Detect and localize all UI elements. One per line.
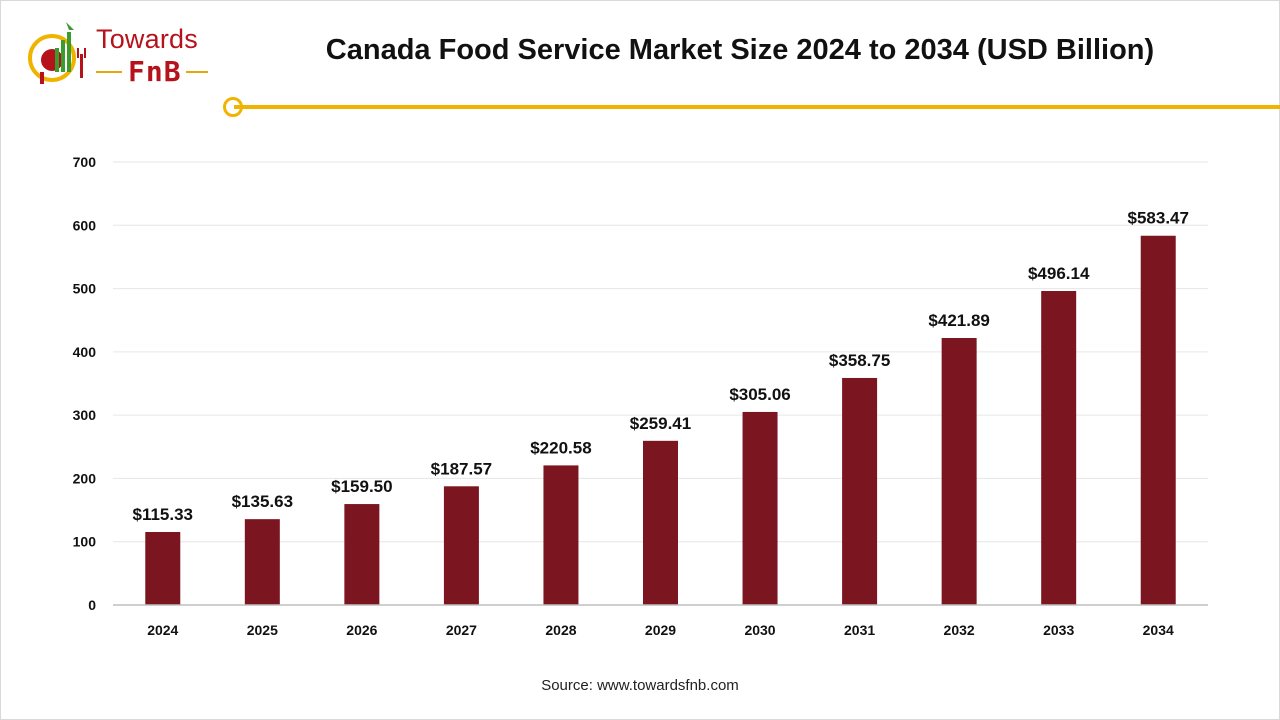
bar-2025: [244, 519, 280, 605]
data-label: $159.50: [331, 477, 392, 496]
x-tick-label: 2033: [1043, 622, 1074, 638]
y-tick-label: 700: [73, 154, 97, 170]
data-label: $187.57: [431, 459, 492, 478]
x-tick-label: 2032: [944, 622, 975, 638]
bar-2032: [941, 338, 977, 605]
bar-2028: [543, 465, 579, 605]
accent-line: [234, 105, 1280, 109]
grid-lines: [113, 161, 1208, 543]
x-tick-label: 2025: [247, 622, 278, 638]
data-label: $583.47: [1128, 209, 1189, 228]
bars: [145, 235, 1176, 606]
bar-2026: [344, 504, 380, 605]
x-tick-label: 2029: [645, 622, 676, 638]
data-label: $220.58: [530, 438, 591, 457]
x-tick-label: 2026: [346, 622, 377, 638]
x-tick-label: 2034: [1143, 622, 1174, 638]
bar-2027: [443, 486, 479, 605]
brand-name-line2: FnB: [128, 55, 182, 88]
y-axis-ticks: 0 100 200 300 400 500 600 700: [73, 154, 97, 613]
x-tick-label: 2030: [744, 622, 775, 638]
x-tick-label: 2031: [844, 622, 875, 638]
bar-2031: [842, 377, 878, 605]
y-tick-label: 600: [73, 217, 97, 233]
y-tick-label: 500: [73, 281, 97, 297]
y-tick-label: 400: [73, 344, 97, 360]
data-label: $135.63: [232, 492, 293, 511]
y-tick-label: 300: [73, 407, 97, 423]
data-label: $259.41: [630, 414, 691, 433]
data-label: $421.89: [928, 311, 989, 330]
brand-name-line1: Towards: [96, 24, 198, 54]
y-tick-label: 100: [73, 534, 97, 550]
y-tick-label: 0: [88, 597, 96, 613]
bar-2029: [643, 440, 678, 605]
data-label: $358.75: [829, 351, 890, 370]
y-tick-label: 200: [73, 470, 97, 486]
x-tick-label: 2028: [545, 622, 576, 638]
brand-logo: [22, 18, 222, 88]
chart-title: Canada Food Service Market Size 2024 to …: [325, 34, 1155, 66]
logo-emblem-icon: [28, 22, 86, 84]
x-axis-ticks: 2024 2025 2026 2027 2028 2029 2030 2031 2032 2033…: [147, 622, 1174, 638]
data-labels: $115.33 $135.63 $159.50 $187.57 $220.58 $259.…: [133, 209, 1189, 524]
data-label: $115.33: [133, 505, 194, 524]
source-note: Source: www.towardsfnb.com: [541, 677, 739, 694]
logo-dash-left: [96, 71, 122, 73]
bar-2024: [145, 532, 181, 605]
data-label: $305.06: [729, 385, 790, 404]
bar-2030: [742, 411, 778, 605]
bar-2033: [1041, 291, 1077, 605]
bar-2034: [1140, 235, 1176, 606]
x-tick-label: 2024: [147, 622, 178, 638]
logo-dash-right: [186, 71, 208, 73]
x-tick-label: 2027: [446, 622, 477, 638]
data-label: $496.14: [1028, 264, 1090, 283]
